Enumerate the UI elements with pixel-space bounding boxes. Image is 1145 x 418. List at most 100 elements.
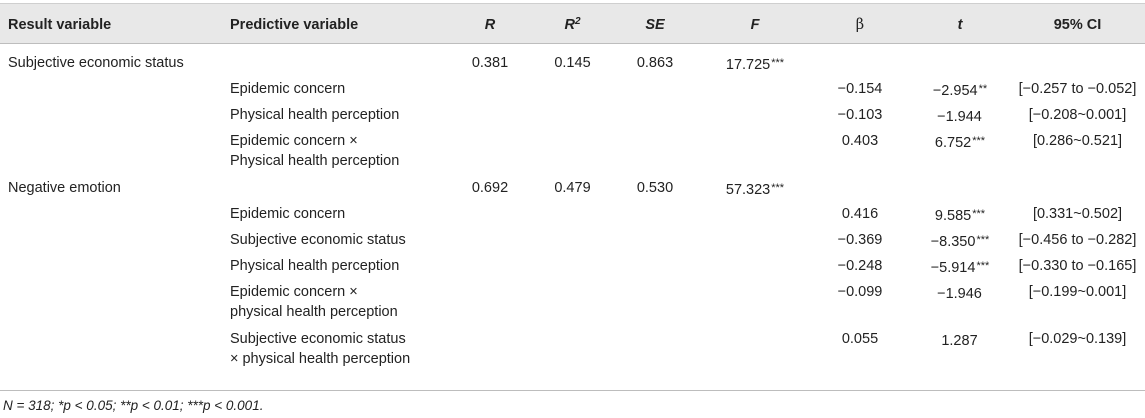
predictive-line-2: physical health perception [230,304,398,320]
cell-beta [810,44,910,76]
cell-t: −2.954** [910,75,1010,101]
cell-predictive-variable: Physical health perception [230,101,445,127]
cell-se [610,278,700,325]
header-se: SE [610,3,700,44]
cell-result-variable [0,226,230,252]
table-row: Physical health perception −0.248 −5.914**… [0,252,1145,278]
regression-table: Result variable Predictive variable R R2… [0,3,1145,372]
header-predictive-variable: Predictive variable [230,3,445,44]
header-beta: β [810,3,910,44]
t-significance-stars: *** [976,234,990,246]
cell-r [445,75,535,101]
cell-predictive-variable: Subjective economic status [230,226,445,252]
t-value: 1.287 [941,333,978,349]
t-value: −2.954 [932,83,978,99]
predictive-line-1: Epidemic concern × [230,133,358,149]
table-body: Subjective economic status 0.381 0.145 0.86… [0,44,1145,373]
cell-result-variable [0,252,230,278]
cell-beta: −0.099 [837,284,883,300]
cell-r-squared [535,200,610,226]
table-row: Epidemic concern −0.154 −2.954** [−0.257 to… [0,75,1145,101]
predictive-line-1: Epidemic concern [230,206,346,222]
cell-predictive-variable [230,44,445,76]
cell-f [700,75,810,101]
cell-r-squared [535,127,610,174]
cell-r-squared [535,101,610,127]
cell-result-variable [0,200,230,226]
t-significance-stars: *** [976,260,990,272]
cell-beta: 0.403 [841,133,879,149]
cell-r [445,127,535,174]
f-significance-stars: *** [771,182,785,194]
t-value: −1.946 [937,286,982,302]
cell-t [910,44,1010,76]
cell-se [610,325,700,372]
table-row: Physical health perception −0.103 −1.944 [−… [0,101,1145,127]
cell-result-variable: Negative emotion [8,180,121,196]
cell-f [700,325,810,372]
cell-se: 0.530 [636,180,674,196]
cell-result-variable [0,325,230,372]
table-row: Subjective economic status −0.369 −8.350**… [0,226,1145,252]
cell-r [445,325,535,372]
cell-t: −1.946 [910,278,1010,325]
cell-beta: −0.248 [837,258,883,274]
cell-ci: [−0.029~0.139] [1028,331,1127,347]
header-r: R [445,3,535,44]
cell-r-squared: 0.479 [554,180,591,196]
cell-f [700,226,810,252]
cell-t: 1.287 [910,325,1010,372]
t-value: 9.585 [934,208,972,224]
t-value: −8.350 [930,234,976,250]
cell-beta: 0.055 [841,331,879,347]
header-r-squared-base: R [564,17,575,33]
t-value: −1.944 [937,109,982,125]
f-value: 17.725 [725,57,771,73]
cell-r-squared [535,325,610,372]
cell-se [610,226,700,252]
cell-r [445,101,535,127]
cell-ci: [−0.208~0.001] [1028,107,1127,123]
predictive-line-1: Epidemic concern [230,81,346,97]
cell-ci: [0.286~0.521] [1032,133,1123,149]
predictive-line-1: Subjective economic status [230,331,406,347]
table-row: Epidemic concern × Physical health percep… [0,127,1145,174]
cell-r: 0.381 [471,55,509,71]
cell-se [610,101,700,127]
header-f: F [700,3,810,44]
predictive-line-1: Physical health perception [230,258,400,274]
cell-se [610,127,700,174]
t-significance-stars: *** [972,135,986,147]
cell-ci: [−0.199~0.001] [1028,284,1127,300]
f-value: 57.323 [725,182,771,198]
cell-r: 0.692 [471,180,509,196]
cell-r-squared [535,226,610,252]
cell-predictive-variable [230,174,445,200]
cell-r-squared: 0.145 [554,55,591,71]
header-t: t [910,3,1010,44]
cell-f [700,252,810,278]
cell-predictive-variable: Physical health perception [230,252,445,278]
f-significance-stars: *** [771,57,785,69]
cell-f [700,200,810,226]
header-ci: 95% CI [1010,3,1145,44]
cell-r-squared [535,278,610,325]
cell-ci [1010,44,1145,76]
cell-beta [810,174,910,200]
cell-t: 9.585*** [910,200,1010,226]
cell-result-variable [0,101,230,127]
t-value: 6.752 [934,135,972,151]
table-row: Subjective economic status 0.381 0.145 0.86… [0,44,1145,76]
t-value: −5.914 [930,260,976,276]
cell-ci: [−0.456 to −0.282] [1018,232,1137,248]
cell-ci: [−0.257 to −0.052] [1018,81,1137,97]
cell-se: 0.863 [636,55,674,71]
table-bottom-rule [0,390,1145,391]
cell-predictive-variable: Epidemic concern × Physical health percep… [230,127,445,174]
cell-r [445,252,535,278]
cell-t: −1.944 [910,101,1010,127]
cell-r [445,200,535,226]
cell-r [445,226,535,252]
predictive-line-2: × physical health perception [230,351,411,367]
cell-result-variable: Subjective economic status [8,55,184,71]
